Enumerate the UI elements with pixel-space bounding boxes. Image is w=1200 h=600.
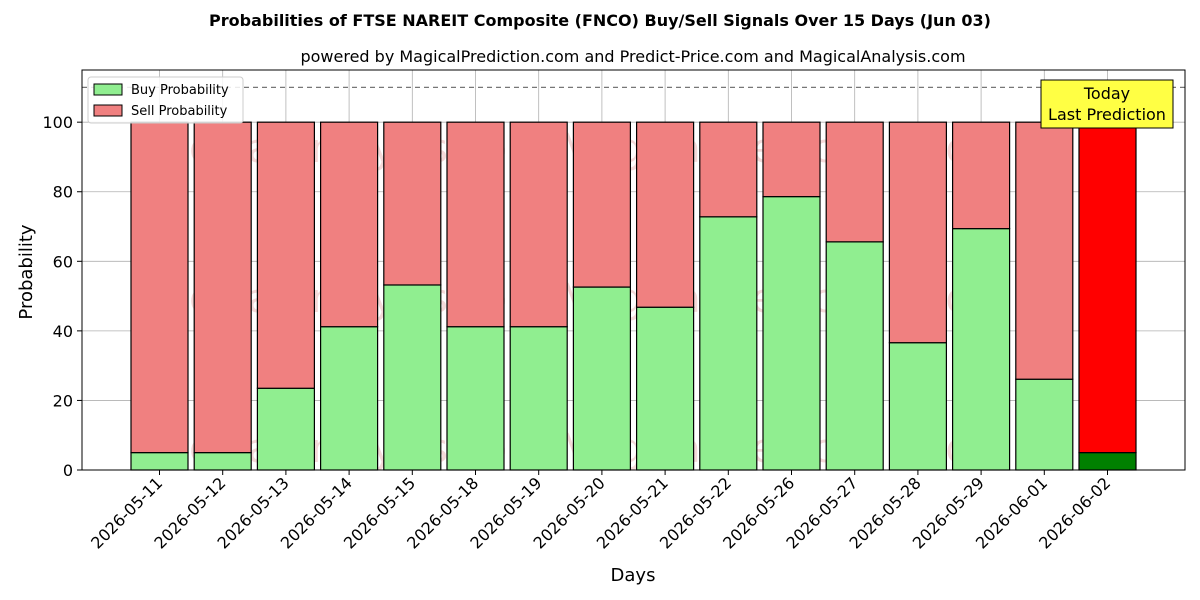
sell-bar [256,121,315,389]
legend-swatch [93,104,123,117]
sell-bar [951,121,1011,230]
plot-frame [81,69,1186,471]
chart-subtitle: powered by MagicalPrediction.com and Pre… [300,47,965,66]
y-tick-label: 40 [53,322,73,341]
legend-label: Sell Probability [131,104,228,119]
buy-bar [1015,378,1074,471]
sell-bar [130,121,189,454]
legend: Buy Probability Sell Probability [87,76,244,124]
y-tick-label: 60 [53,252,73,271]
y-tick-label: 0 [63,461,73,480]
buy-bar [825,241,884,471]
x-axis-label: Days [611,565,656,586]
sell-bar [699,121,758,218]
buy-bar [256,387,315,471]
buy-bar [193,452,252,471]
buy-bar [1078,452,1137,471]
buy-bar [762,196,821,471]
sell-bar [320,121,379,328]
sell-bar [635,121,695,308]
sell-bar [446,121,505,328]
chart-title: Probabilities of FTSE NAREIT Composite (… [209,11,991,30]
buy-bar [951,228,1011,471]
y-axis-label: Probability [16,224,37,319]
legend-swatch [93,83,123,96]
buy-bar [699,216,758,471]
buy-bar [446,326,505,471]
buy-bar [320,326,379,471]
today-annotation: Today Last Prediction [1040,79,1174,129]
sell-bar [509,121,568,328]
buy-bar [130,452,189,471]
sell-bar [193,121,252,454]
sell-bar [762,121,821,198]
sell-bar [1015,121,1074,380]
buy-bar [509,326,568,471]
bars [82,86,1185,471]
axes [81,69,1186,471]
sell-bar [888,121,948,344]
x-tick-labels: 2026-05-112026-05-122026-05-132026-05-14… [87,470,1114,553]
buy-bar [888,342,948,471]
sell-bar [825,121,884,243]
y-tick-label: 20 [53,391,73,410]
y-tick-labels: 0 20 40 60 80 100 [42,113,82,480]
buy-bar [383,284,442,471]
legend-label: Buy Probability [131,83,229,98]
buy-bar [572,286,632,471]
annotation-text: Today [1083,84,1130,103]
sell-bar [572,121,632,288]
annotation-box [1040,79,1174,129]
legend-box [87,76,244,124]
annotation-text: Last Prediction [1048,105,1166,124]
sell-bar [1078,121,1137,454]
buy-bar [635,306,695,471]
sell-bar [383,121,442,286]
y-tick-label: 100 [42,113,73,132]
y-tick-label: 80 [53,183,73,202]
